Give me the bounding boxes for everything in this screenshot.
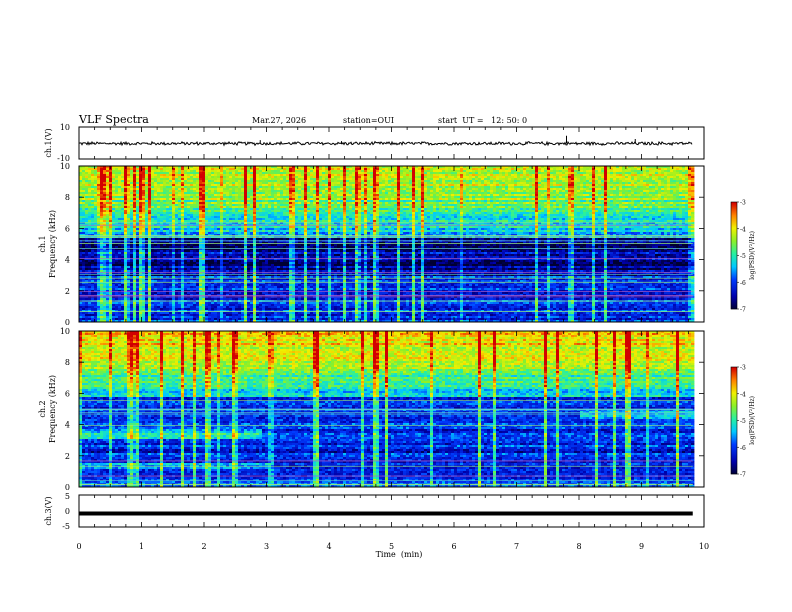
figure-title: VLF Spectra: [78, 113, 149, 126]
station-label: station=OUI: [343, 116, 394, 125]
ch1-waveform-panel: 10 -10 ch.1(V): [44, 123, 704, 163]
date-label: Mar.27, 2026: [252, 116, 306, 125]
ch1-ylabel: ch.1(V): [44, 128, 53, 157]
ch1-ytick-top: 10: [60, 123, 70, 132]
ch1-spectrogram-image: [79, 166, 694, 322]
start-ut-label: start UT = 12: 50: 0: [438, 116, 527, 125]
